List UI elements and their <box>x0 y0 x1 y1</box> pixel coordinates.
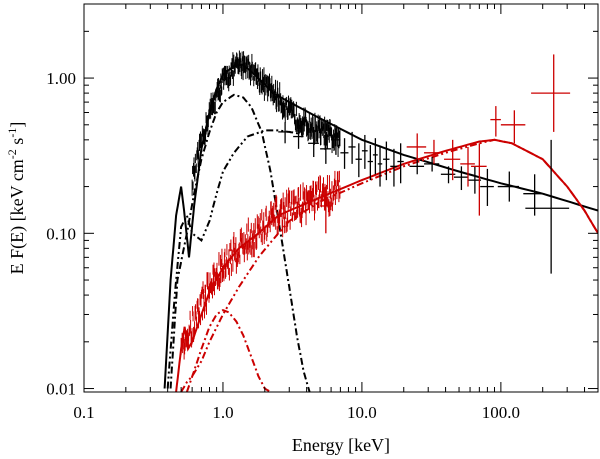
y-tick-label: 0.01 <box>46 380 76 399</box>
model-curve <box>166 129 299 389</box>
y-axis-label-sup1: -2 <box>5 149 19 159</box>
model-curve <box>180 138 598 392</box>
y-tick-label: 1.00 <box>46 69 76 88</box>
model-curve <box>185 308 272 392</box>
axis-ticks <box>83 3 599 392</box>
y-axis-label: E F(E) [keV cm-2 s-1] <box>5 122 28 275</box>
x-axis-label: Energy [keV] <box>292 435 390 455</box>
x-tick-label: 10.0 <box>347 403 377 422</box>
y-axis-label-end: ] <box>7 122 27 128</box>
y-axis-label-mid: s <box>7 138 27 150</box>
model-curve <box>175 138 598 392</box>
x-tick-label: 1.0 <box>212 403 233 422</box>
model-curve <box>163 63 598 389</box>
y-tick-label: 0.10 <box>46 224 76 243</box>
plot-area <box>163 50 598 392</box>
model-curve <box>169 93 311 392</box>
y-axis-label-sup2: -1 <box>5 128 19 138</box>
y-axis-label-main: E F(E) [keV cm <box>7 159 28 274</box>
x-tick-label: 100.0 <box>482 403 520 422</box>
y-tick-labels: 0.01 0.10 1.00 <box>46 69 76 398</box>
plot-frame <box>83 3 599 393</box>
x-tick-label: 0.1 <box>73 403 94 422</box>
x-tick-labels: 0.1 1.0 10.0 100.0 <box>73 403 520 422</box>
